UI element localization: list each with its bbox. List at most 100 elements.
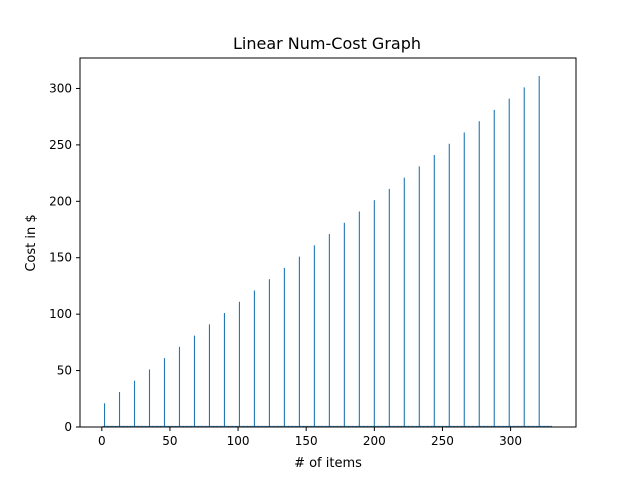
baseline-bar <box>215 425 217 427</box>
baseline-bar <box>189 425 191 427</box>
baseline-bar <box>169 425 171 427</box>
baseline-bar <box>489 425 491 427</box>
baseline-bar <box>202 425 204 427</box>
bar <box>253 290 255 427</box>
baseline-bar <box>200 425 202 427</box>
baseline-bar <box>436 425 438 427</box>
baseline-bar <box>518 425 520 427</box>
baseline-bar <box>432 425 434 427</box>
baseline-bar <box>425 425 427 427</box>
baseline-bar <box>392 425 394 427</box>
chart-title: Linear Num-Cost Graph <box>233 34 421 53</box>
baseline-bar <box>244 425 246 427</box>
baseline-bar <box>332 425 334 427</box>
baseline-bar <box>525 425 527 427</box>
baseline-bar <box>533 425 535 427</box>
baseline-bar <box>485 425 487 427</box>
baseline-bar <box>507 425 509 427</box>
bar <box>148 369 151 427</box>
baseline-bar <box>106 425 108 427</box>
bar <box>313 245 315 427</box>
baseline-bar <box>383 425 385 427</box>
baseline-bar <box>154 425 156 427</box>
baseline-bar <box>232 425 234 427</box>
x-tick-label: 100 <box>227 434 250 448</box>
baseline-bar <box>249 425 251 427</box>
baseline-bar <box>548 425 550 427</box>
baseline-bar <box>350 425 352 427</box>
baseline-bar <box>174 425 176 427</box>
baseline-bar <box>234 425 236 427</box>
baseline-bar <box>407 425 409 427</box>
baseline-bar <box>362 425 364 427</box>
baseline-bar <box>317 425 320 427</box>
baseline-bar <box>305 425 307 427</box>
baseline-bar <box>199 425 201 427</box>
baseline-bar <box>293 425 295 427</box>
baseline-bar <box>406 425 408 427</box>
baseline-bar <box>452 425 454 427</box>
bar <box>358 211 360 427</box>
y-tick-label: 150 <box>49 251 72 265</box>
baseline-bar <box>176 425 178 427</box>
plot-frame <box>79 57 577 428</box>
baseline-bar <box>264 425 266 427</box>
baseline-bar <box>279 425 281 427</box>
baseline-bar <box>143 425 145 427</box>
baseline-bar <box>347 425 349 427</box>
baseline-bar <box>411 425 414 427</box>
baseline-bar <box>421 425 423 427</box>
baseline-bar <box>429 425 431 427</box>
baseline-bar <box>422 425 424 427</box>
baseline-bar <box>181 425 183 427</box>
baseline-bar <box>458 425 460 427</box>
baseline-bar <box>361 425 363 427</box>
y-ticks: 0 50 100 150 200 250 300 <box>49 81 80 434</box>
bar <box>118 392 121 427</box>
baseline-bar <box>155 425 157 427</box>
baseline-bar <box>522 425 524 427</box>
baseline-bar <box>417 425 419 427</box>
baseline-bar <box>534 425 536 427</box>
baseline-bar <box>515 425 517 427</box>
baseline-bar <box>375 425 377 427</box>
baseline-bar <box>514 425 516 427</box>
baseline-bar <box>410 425 412 427</box>
baseline-bar <box>271 425 273 427</box>
baseline-bar <box>312 425 314 427</box>
baseline-bar <box>124 425 126 427</box>
baseline-bar <box>510 425 512 427</box>
bar <box>178 346 181 427</box>
baseline-bar <box>496 425 498 427</box>
bar <box>388 188 390 427</box>
baseline-bar <box>549 425 551 427</box>
baseline-bar <box>455 425 457 427</box>
baseline-bar <box>112 425 114 427</box>
baseline-bar <box>454 425 456 427</box>
baseline-bar <box>241 425 243 427</box>
baseline-bar <box>426 425 429 427</box>
baseline-bar <box>364 425 366 427</box>
baseline-bar <box>327 425 329 427</box>
baseline-bar <box>443 425 445 427</box>
baseline-bar <box>402 425 404 427</box>
baseline-bar <box>470 425 472 427</box>
baseline-bar <box>282 425 284 427</box>
baseline-bar <box>336 425 339 427</box>
baseline-bar <box>541 425 543 427</box>
baseline-bar <box>161 425 163 427</box>
baseline-bar <box>301 425 303 427</box>
bar <box>538 76 540 427</box>
baseline-bar <box>281 425 283 427</box>
baseline-bar <box>191 425 193 427</box>
baseline-bar <box>278 425 280 427</box>
baseline-bar <box>217 425 219 427</box>
bar <box>433 155 435 427</box>
baseline-bar <box>206 425 208 427</box>
baseline-bar <box>240 425 242 427</box>
baseline-bar <box>323 425 325 427</box>
baseline-bar <box>218 425 220 427</box>
baseline-bar <box>172 425 174 427</box>
y-tick-label: 100 <box>49 307 72 321</box>
